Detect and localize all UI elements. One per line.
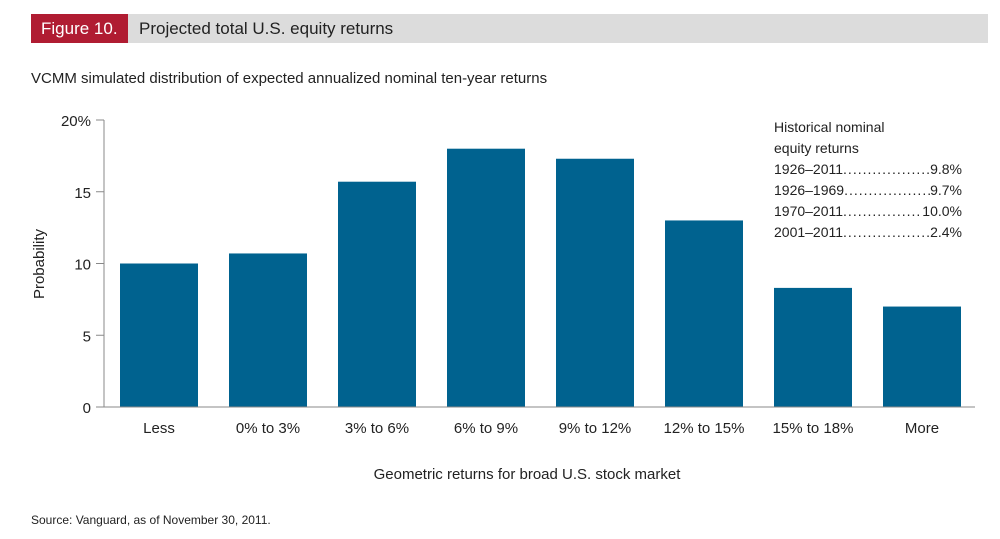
bar-2: [338, 181, 416, 407]
legend-period: 1926–2011: [774, 161, 844, 177]
bar-0: [120, 263, 198, 407]
figure-label: Figure 10.: [31, 14, 128, 43]
bar-3: [447, 148, 525, 407]
x-tick-label: More: [905, 420, 939, 437]
source-note: Source: Vanguard, as of November 30, 201…: [31, 513, 271, 527]
y-tick-label: 20%: [61, 113, 91, 130]
legend-row: 1926–1969 9.7%: [774, 180, 962, 201]
x-tick-label: 0% to 3%: [236, 420, 300, 437]
y-tick-label: 5: [83, 328, 91, 345]
figure-header: Figure 10. Projected total U.S. equity r…: [31, 14, 988, 43]
legend-period: 2001–2011: [774, 224, 844, 240]
x-axis-label: Geometric returns for broad U.S. stock m…: [374, 466, 682, 483]
bar-6: [774, 287, 852, 407]
x-tick-label: 6% to 9%: [454, 420, 518, 437]
legend-title-2: equity returns: [774, 140, 859, 156]
y-axis-label: Probability: [31, 228, 48, 299]
x-tick-label: 15% to 18%: [773, 420, 854, 437]
legend-row: 1970–2011 10.0%: [774, 201, 962, 222]
y-tick-label: 10: [74, 257, 91, 274]
historical-returns-legend: Historical nominal equity returns 1926–2…: [774, 117, 962, 243]
figure-title: Projected total U.S. equity returns: [139, 19, 394, 38]
legend-value: 9.8%: [930, 161, 962, 177]
bar-4: [556, 158, 634, 407]
bar-5: [665, 220, 743, 407]
legend-row: 1926–2011 9.8%: [774, 159, 962, 180]
x-tick-label: 12% to 15%: [664, 420, 745, 437]
x-tick-label: 3% to 6%: [345, 420, 409, 437]
bar-1: [229, 253, 307, 407]
legend-value: 10.0%: [922, 203, 962, 219]
legend-period: 1970–2011: [774, 203, 844, 219]
bar-7: [883, 306, 961, 407]
y-tick-label: 15: [74, 185, 91, 202]
chart-subtitle: VCMM simulated distribution of expected …: [31, 70, 548, 87]
legend-value: 2.4%: [930, 224, 962, 240]
legend-title-1: Historical nominal: [774, 119, 885, 135]
y-tick-label: 0: [83, 400, 91, 417]
x-tick-label: Less: [143, 420, 175, 437]
legend-row: 2001–2011 2.4%: [774, 222, 962, 243]
legend-period: 1926–1969: [774, 182, 845, 198]
x-tick-label: 9% to 12%: [559, 420, 632, 437]
legend-value: 9.7%: [930, 182, 962, 198]
